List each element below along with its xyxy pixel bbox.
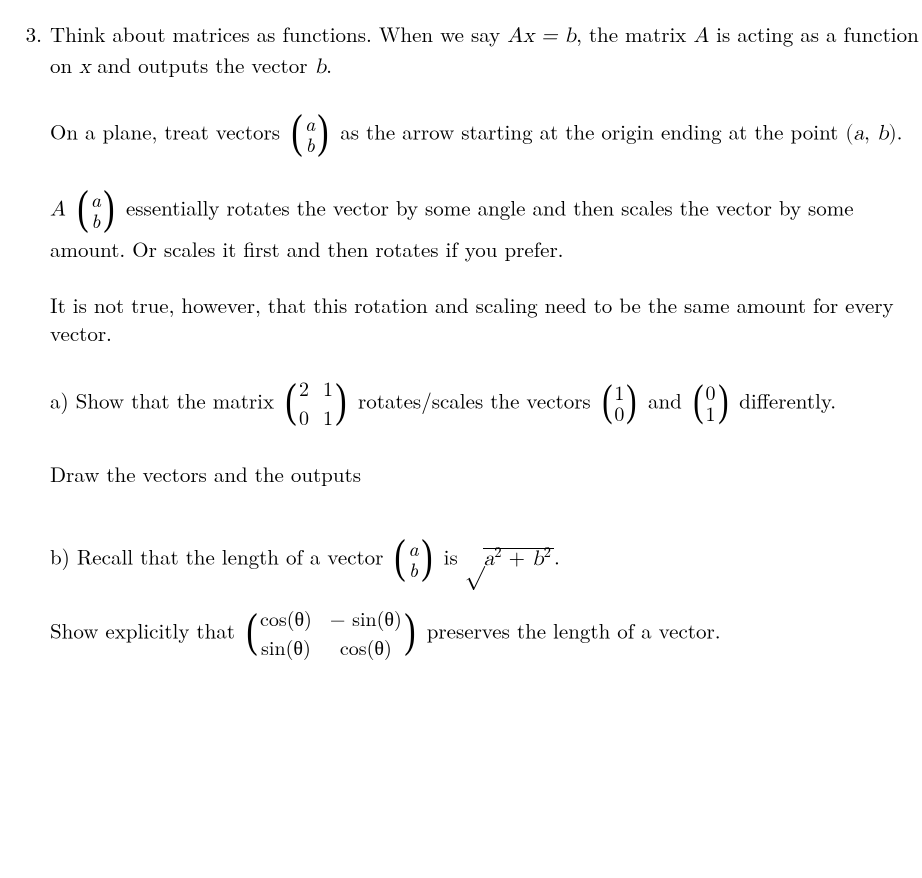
not-true-paragraph: It is not true, however, that this rotat… bbox=[50, 291, 922, 348]
m11: 2 bbox=[299, 374, 309, 401]
point-ab: (a, b) bbox=[845, 123, 896, 144]
b: b bbox=[532, 549, 544, 570]
text: rotates/scales the vectors bbox=[351, 385, 598, 415]
text: On a plane, treat vectors bbox=[50, 116, 287, 146]
vector-0-1: (01) bbox=[691, 382, 730, 426]
vector-ab: (ab) bbox=[289, 111, 331, 159]
math-A: A bbox=[693, 26, 709, 47]
problem-3: 3. Think about matrices as functions. Wh… bbox=[8, 20, 922, 662]
text: differently. bbox=[732, 385, 836, 415]
text: Draw the vectors and the outputs bbox=[50, 459, 361, 489]
text: . bbox=[897, 116, 903, 146]
problem-content: Think about matrices as functions. When … bbox=[50, 20, 922, 662]
m22: cos(θ) bbox=[330, 633, 402, 660]
math-b: b bbox=[314, 57, 326, 78]
part-b: b) Recall that the length of a vector (a… bbox=[50, 536, 922, 584]
text: preserves the length of a vector. bbox=[420, 616, 721, 646]
sq: 2 bbox=[544, 545, 551, 560]
vec-bot: b bbox=[305, 133, 315, 154]
rotate-scale-paragraph: A (ab) essentially rotates the vector by… bbox=[50, 187, 922, 263]
plus: + bbox=[502, 549, 532, 570]
math-A: A bbox=[50, 199, 66, 220]
show-explicitly-paragraph: Show explicitly that (cos(θ)− sin(θ)sin(… bbox=[50, 606, 922, 662]
draw-paragraph: Draw the vectors and the outputs bbox=[50, 460, 922, 488]
text: as the arrow starting at the origin endi… bbox=[333, 116, 845, 146]
m21: sin(θ) bbox=[260, 633, 312, 660]
text: essentially rotates the vector by some a… bbox=[50, 192, 854, 263]
math-Ax-eq-b: Ax = b bbox=[507, 26, 576, 47]
text: is bbox=[437, 542, 465, 572]
m11: cos(θ) bbox=[260, 604, 312, 631]
text: and outputs the vector bbox=[90, 50, 314, 80]
pt-b: b bbox=[877, 123, 889, 144]
text: Show explicitly that bbox=[50, 616, 242, 646]
m12: − sin(θ) bbox=[330, 604, 402, 631]
text: b) Recall that the length of a vector bbox=[50, 542, 390, 572]
pt-a: a bbox=[854, 123, 865, 144]
text: a) Show that the matrix bbox=[50, 385, 281, 415]
intro-paragraph: Think about matrices as functions. When … bbox=[50, 20, 922, 83]
m22: 1 bbox=[323, 403, 333, 430]
plane-paragraph: On a plane, treat vectors (ab) as the ar… bbox=[50, 111, 922, 159]
math-x: x bbox=[79, 57, 90, 78]
text: , the matrix bbox=[576, 19, 693, 49]
vec-bot: 0 bbox=[614, 402, 624, 423]
a: a bbox=[484, 549, 495, 570]
text: Think about matrices as functions. When … bbox=[50, 19, 507, 49]
m21: 0 bbox=[299, 403, 309, 430]
problem-number: 3. bbox=[8, 20, 50, 662]
vector-ab: (ab) bbox=[75, 187, 117, 235]
text: It is not true, however, that this rotat… bbox=[50, 290, 894, 348]
vec-bot: b bbox=[91, 209, 101, 230]
vec-bot: b bbox=[408, 558, 418, 579]
matrix-2-1-0-1: (2101) bbox=[283, 376, 349, 432]
vec-bot: 1 bbox=[706, 402, 716, 423]
rotation-matrix: (cos(θ)− sin(θ)sin(θ)cos(θ)) bbox=[244, 606, 418, 662]
m12: 1 bbox=[323, 374, 333, 401]
part-a: a) Show that the matrix (2101) rotates/s… bbox=[50, 376, 922, 432]
text: . bbox=[326, 50, 332, 80]
vector-1-0: (10) bbox=[600, 382, 639, 426]
text: and bbox=[641, 385, 689, 415]
sqrt-a2-b2: √a2 + b2 bbox=[465, 542, 554, 574]
vector-ab: (ab) bbox=[392, 536, 434, 584]
text: . bbox=[554, 542, 560, 572]
sq: 2 bbox=[494, 545, 501, 560]
